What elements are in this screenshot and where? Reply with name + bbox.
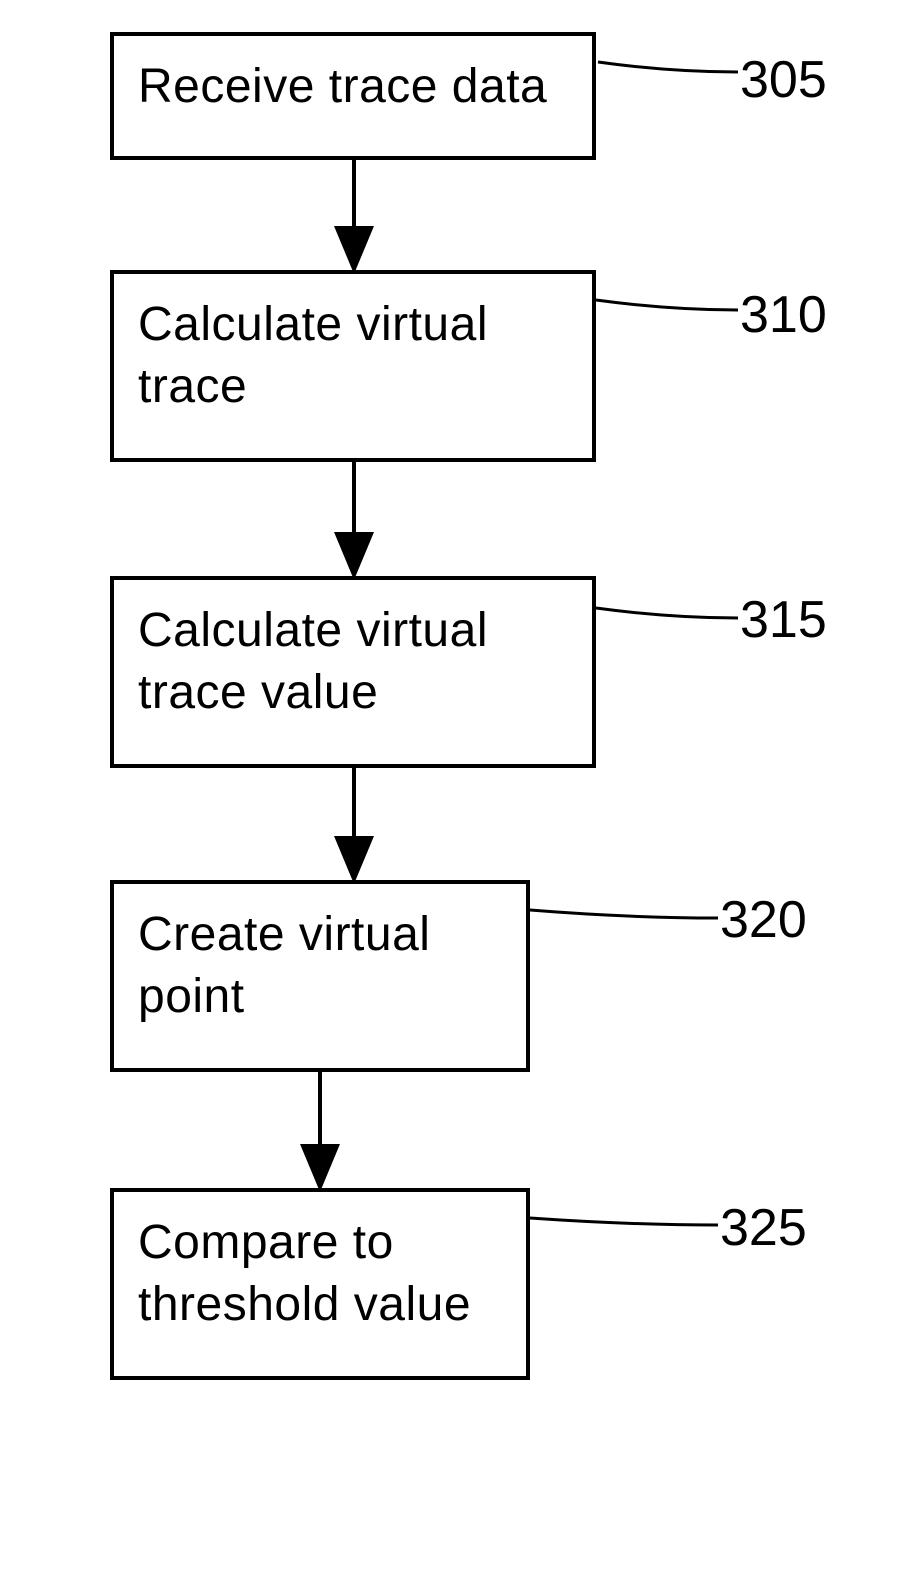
leader-line-305 bbox=[598, 62, 738, 72]
ref-label-325: 325 bbox=[720, 1198, 807, 1258]
ref-label-310: 310 bbox=[740, 285, 827, 345]
ref-label-315: 315 bbox=[740, 590, 827, 650]
flow-box-320: Create virtual point bbox=[110, 880, 530, 1072]
flow-box-305: Receive trace data bbox=[110, 32, 596, 160]
flow-box-text: Create virtual point bbox=[138, 904, 502, 1029]
flow-box-text: Calculate virtual trace bbox=[138, 294, 568, 419]
leader-line-310 bbox=[596, 300, 738, 310]
ref-label-305: 305 bbox=[740, 50, 827, 110]
leader-line-325 bbox=[530, 1218, 718, 1225]
ref-label-320: 320 bbox=[720, 890, 807, 950]
leader-line-320 bbox=[530, 910, 718, 918]
flowchart-container: Receive trace data 305 Calculate virtual t… bbox=[0, 0, 924, 1580]
flow-box-text: Compare to threshold value bbox=[138, 1212, 502, 1337]
flow-box-text: Calculate virtual trace value bbox=[138, 600, 568, 725]
leader-line-315 bbox=[596, 608, 738, 618]
flow-box-315: Calculate virtual trace value bbox=[110, 576, 596, 768]
flow-box-310: Calculate virtual trace bbox=[110, 270, 596, 462]
flow-box-325: Compare to threshold value bbox=[110, 1188, 530, 1380]
flow-box-text: Receive trace data bbox=[138, 56, 547, 118]
